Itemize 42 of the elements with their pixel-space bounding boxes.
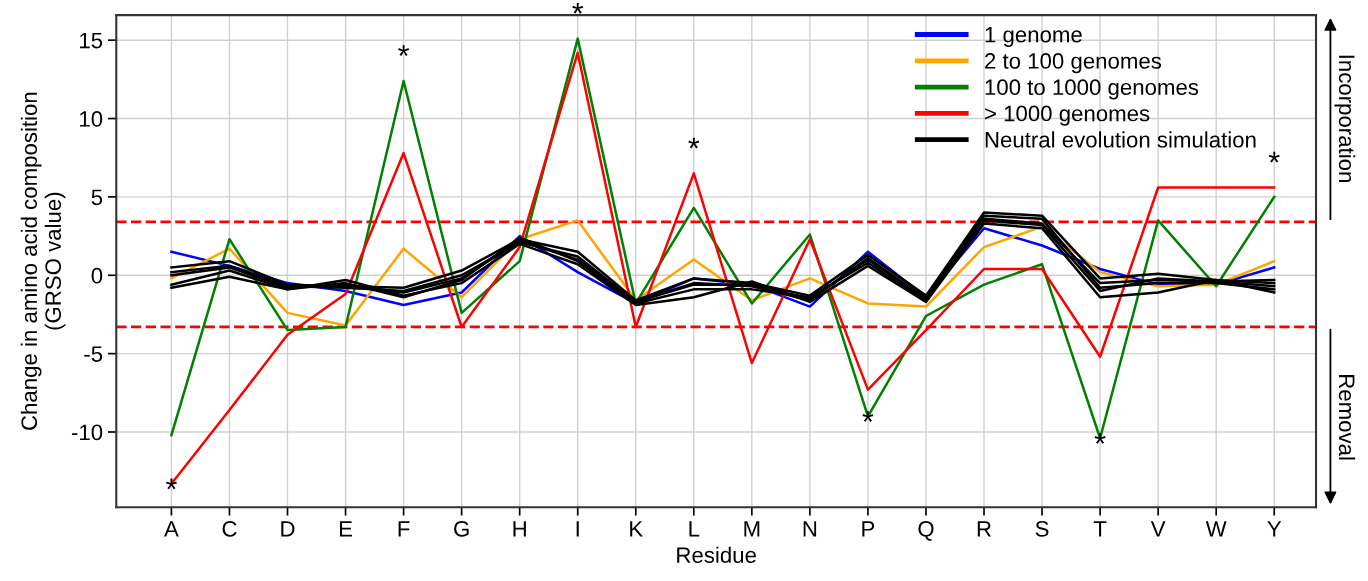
x-tick-label: N — [803, 521, 817, 537]
x-tick-label: T — [1093, 521, 1107, 537]
x-tick-label: Q — [918, 520, 934, 541]
annotation: * — [1268, 151, 1280, 163]
annotation: * — [1094, 433, 1106, 444]
annotation: * — [165, 478, 177, 490]
x-axis-title: Residue — [677, 546, 756, 563]
x-tick-label: H — [513, 521, 526, 537]
text: Removal — [1338, 375, 1356, 460]
x-tick-label: K — [630, 521, 643, 537]
x-tick-label: L — [689, 521, 700, 537]
x-tick-label: V — [1150, 521, 1166, 537]
y-tick-label: 15 — [80, 32, 103, 49]
x-tick-label: I — [576, 521, 579, 537]
x-tick-label: E — [339, 521, 352, 537]
y-axis-title: Change in amino acid composition (GRSO value) — [20, 92, 66, 430]
legend-label: Neutral evolution simulation — [985, 131, 1256, 148]
y-tick-label: 10 — [80, 111, 103, 127]
y-tick-label: -10 — [71, 424, 103, 441]
y-tick-label: 5 — [91, 189, 103, 206]
annotation: * — [688, 137, 700, 149]
y-tick-label: -5 — [84, 346, 103, 362]
x-tick-label: R — [977, 521, 992, 537]
x-tick-label: F — [398, 521, 410, 537]
legend-label: > 1000 genomes — [985, 105, 1150, 126]
legend-label: 1 genome — [985, 27, 1082, 47]
x-tick-label: Y — [1267, 521, 1282, 537]
annotation: * — [398, 45, 410, 56]
annotation: * — [862, 411, 874, 422]
legend-label: 2 to 100 genomes — [985, 53, 1162, 74]
x-tick-label: P — [862, 521, 875, 537]
x-tick-label: G — [454, 520, 469, 537]
x-tick-label: A — [164, 521, 179, 537]
x-tick-label: W — [1205, 521, 1227, 537]
y-tick-label: 0 — [91, 267, 103, 284]
x-tick-label: C — [222, 520, 237, 537]
x-tick-label: M — [744, 521, 760, 537]
x-tick-label: D — [281, 521, 295, 537]
legend-label: 100 to 1000 genomes — [985, 79, 1199, 100]
annotation: * — [572, 2, 584, 14]
x-tick-label: S — [1035, 520, 1049, 537]
text: Incorporation — [1334, 55, 1356, 182]
